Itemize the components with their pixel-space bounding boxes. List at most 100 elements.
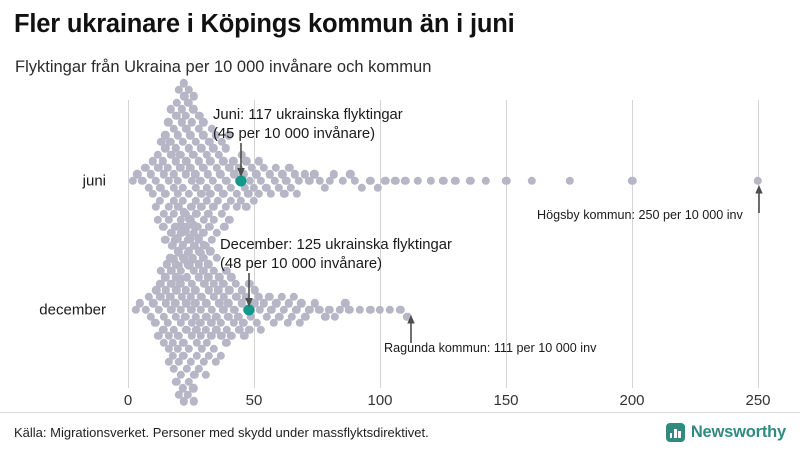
data-point <box>300 312 310 321</box>
highlight-point-juni <box>235 175 247 187</box>
data-point <box>271 163 281 173</box>
data-point <box>194 111 204 121</box>
data-point <box>157 137 166 147</box>
data-point <box>187 331 196 341</box>
data-point <box>202 183 211 192</box>
data-point <box>181 286 190 295</box>
annotation-ragunda-label: Ragunda kommun: 111 per 10 000 inv <box>384 341 597 355</box>
data-point <box>179 208 189 217</box>
data-point <box>214 286 223 295</box>
data-point <box>141 163 150 173</box>
data-point <box>249 183 259 192</box>
data-point <box>189 92 198 101</box>
data-point <box>375 305 385 315</box>
gridline-250 <box>758 100 759 388</box>
data-point <box>221 176 231 186</box>
data-point <box>163 163 172 173</box>
data-point <box>156 266 166 276</box>
data-point <box>241 292 251 302</box>
data-point <box>161 131 170 140</box>
data-point <box>160 273 170 282</box>
data-point <box>213 196 223 205</box>
data-point <box>300 170 309 179</box>
data-point <box>166 137 175 147</box>
data-point <box>234 312 243 321</box>
annotation-juni: Juni: 117 ukrainska flyktingar (45 per 1… <box>213 106 403 144</box>
data-point <box>267 305 276 315</box>
data-point <box>168 338 178 347</box>
data-point <box>224 131 233 140</box>
data-point <box>168 351 178 360</box>
data-point <box>278 170 287 179</box>
data-point <box>330 312 340 321</box>
data-point <box>196 331 206 341</box>
data-point <box>209 279 219 289</box>
data-point <box>305 176 314 186</box>
data-point <box>199 253 208 263</box>
data-point <box>204 351 214 360</box>
data-point <box>179 338 188 347</box>
data-point <box>182 299 191 308</box>
data-point <box>466 176 475 186</box>
data-point <box>184 189 193 199</box>
data-point <box>231 279 241 289</box>
gridline-0 <box>128 100 129 388</box>
data-point <box>627 176 637 186</box>
data-point <box>189 150 198 160</box>
data-point <box>241 157 251 166</box>
data-point <box>186 163 195 173</box>
data-point <box>214 299 224 308</box>
data-point <box>178 383 187 393</box>
data-point <box>146 312 156 321</box>
annotation-hogsby-label: Högsby kommun: 250 per 10 000 inv <box>537 208 743 222</box>
data-point <box>176 318 185 328</box>
data-point <box>173 202 183 212</box>
data-point <box>183 390 193 399</box>
data-point <box>211 131 221 140</box>
data-point <box>184 85 194 95</box>
annotation-december: December: 125 ukrainska flyktingar (48 p… <box>220 236 452 274</box>
data-point <box>206 189 215 199</box>
data-point <box>174 247 183 256</box>
data-point <box>396 305 405 315</box>
data-point <box>191 137 200 147</box>
data-point <box>366 305 375 315</box>
data-point <box>174 390 183 399</box>
data-point <box>265 170 274 179</box>
data-point <box>164 344 174 354</box>
data-point <box>161 286 171 295</box>
data-point <box>169 183 179 192</box>
data-point <box>170 222 180 231</box>
data-point <box>172 111 181 121</box>
data-point <box>184 144 193 153</box>
data-point <box>174 85 183 95</box>
data-point <box>565 176 574 186</box>
data-point <box>173 176 183 186</box>
data-point <box>310 299 319 308</box>
annotation-december-line1: December: 125 ukrainska flyktingar <box>220 237 452 253</box>
data-point <box>188 105 198 114</box>
data-point <box>159 312 169 321</box>
data-point <box>294 176 303 186</box>
data-point <box>187 318 196 328</box>
data-point <box>291 305 301 315</box>
data-point <box>219 292 228 302</box>
page-title: Fler ukrainare i Köpings kommun än i jun… <box>14 10 515 38</box>
data-point <box>182 157 191 166</box>
data-point <box>138 176 147 186</box>
data-point <box>173 234 182 243</box>
data-point <box>177 118 186 127</box>
data-point <box>169 170 178 179</box>
data-point <box>169 325 178 334</box>
data-point <box>390 176 400 186</box>
data-point <box>286 183 296 192</box>
data-point <box>178 183 187 192</box>
data-point <box>208 176 218 186</box>
data-point <box>164 176 173 186</box>
data-point <box>199 215 209 225</box>
data-point <box>166 292 175 302</box>
data-point <box>254 189 263 199</box>
data-point <box>171 377 181 386</box>
data-point <box>426 176 436 186</box>
data-point <box>173 344 183 354</box>
